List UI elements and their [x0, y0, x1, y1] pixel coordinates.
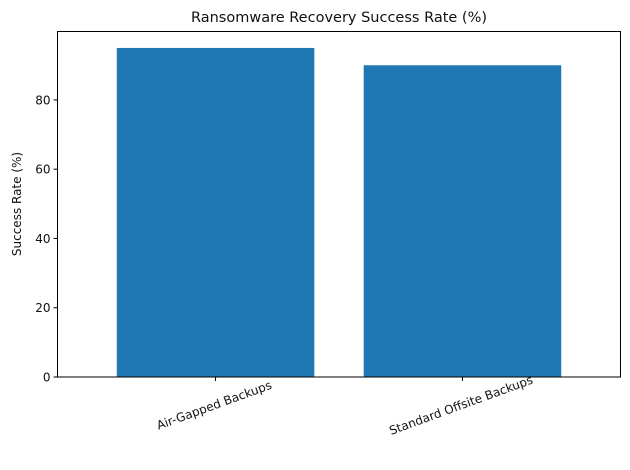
bar-standard-offsite-backups: [363, 65, 562, 377]
plot-area-frame: [57, 31, 621, 378]
x-axis: Air-Gapped Backups Standard Offsite Backu…: [155, 373, 535, 438]
x-tick-label: Air-Gapped Backups: [155, 378, 274, 433]
bar-air-gapped-backups: [116, 47, 315, 377]
y-tick-label: 60: [35, 163, 50, 177]
y-tick-label: 20: [35, 301, 50, 315]
x-tick-label: Standard Offsite Backups: [387, 373, 534, 438]
chart-title: Ransomware Recovery Success Rate (%): [191, 10, 487, 26]
bars-group: [116, 47, 562, 377]
y-tick-label: 80: [35, 93, 50, 107]
y-tick-label: 40: [35, 232, 50, 246]
y-axis-label: Success Rate (%): [10, 152, 24, 256]
y-axis: 0 20 40 60 80: [35, 93, 58, 385]
y-tick-label: 0: [43, 371, 51, 385]
